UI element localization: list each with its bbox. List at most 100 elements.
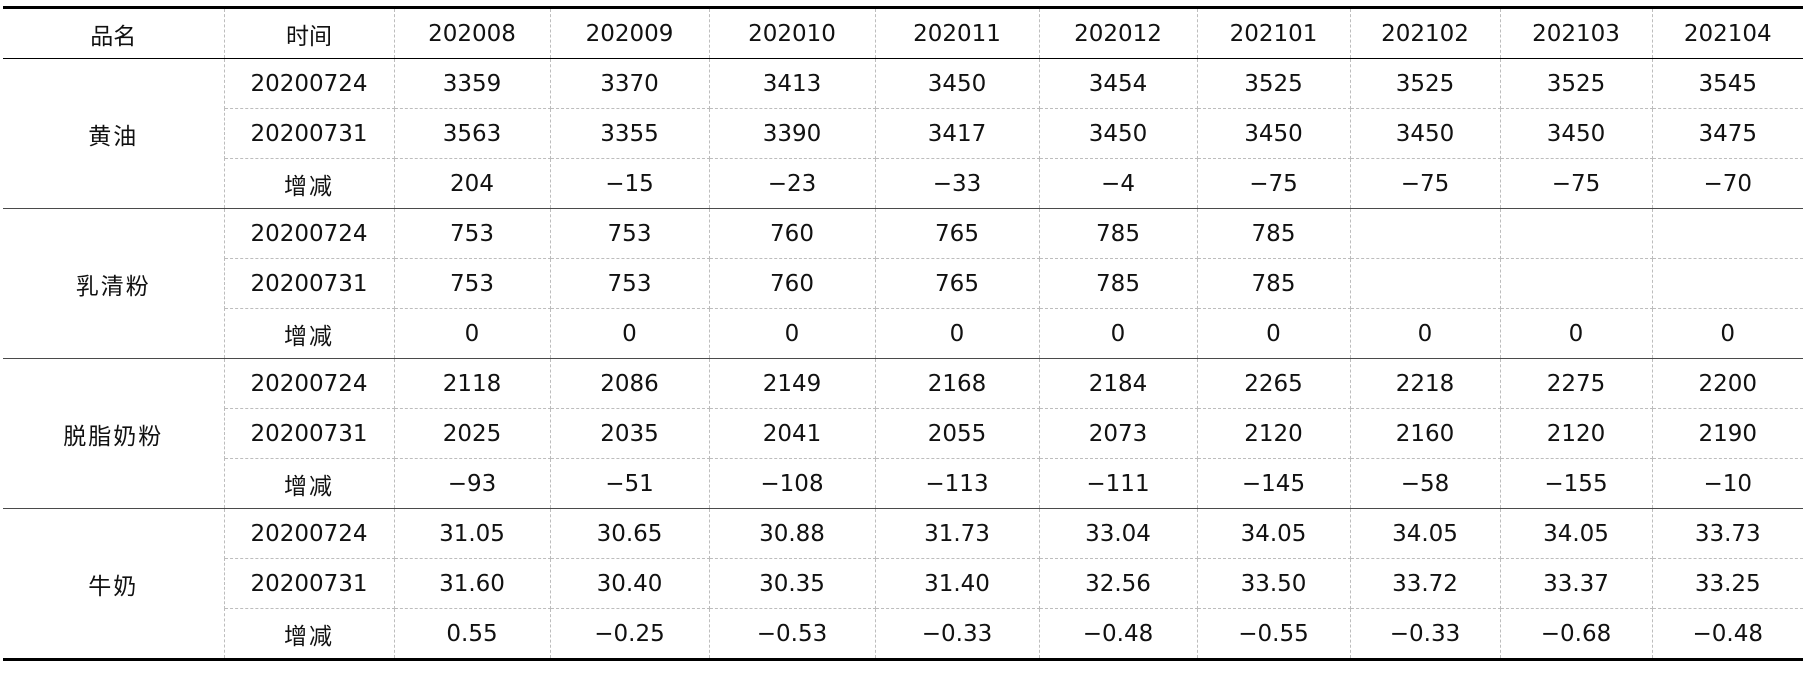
value-cell: 2086 <box>549 358 710 409</box>
change-label-cell: 增减 <box>224 308 395 359</box>
value-cell: 2041 <box>708 408 876 459</box>
value-cell: −23 <box>708 158 876 209</box>
value-cell: 2200 <box>1651 358 1803 409</box>
value-cell: 3525 <box>1349 58 1501 109</box>
value-cell: −0.33 <box>874 608 1040 660</box>
value-cell: −0.48 <box>1651 608 1803 660</box>
value-cell: 3450 <box>1499 108 1653 159</box>
value-cell: 2120 <box>1196 408 1351 459</box>
value-cell: −4 <box>1038 158 1198 209</box>
value-cell: 2035 <box>549 408 710 459</box>
value-cell: 3390 <box>708 108 876 159</box>
value-cell: 765 <box>874 208 1040 259</box>
value-cell <box>1651 208 1803 259</box>
date-label-cell: 20200731 <box>224 408 395 459</box>
value-cell: −113 <box>874 458 1040 509</box>
value-cell: 2184 <box>1038 358 1198 409</box>
value-cell: −93 <box>393 458 551 509</box>
value-cell: −75 <box>1349 158 1501 209</box>
value-cell: −58 <box>1349 458 1501 509</box>
value-cell: 3450 <box>1038 108 1198 159</box>
value-cell: −0.25 <box>549 608 710 660</box>
value-cell <box>1349 208 1501 259</box>
value-cell: 2190 <box>1651 408 1803 459</box>
value-cell: 3475 <box>1651 108 1803 159</box>
value-cell: 34.05 <box>1499 508 1653 559</box>
value-cell: 2025 <box>393 408 551 459</box>
value-cell: 753 <box>393 258 551 309</box>
value-cell: 2265 <box>1196 358 1351 409</box>
value-cell: 204 <box>393 158 551 209</box>
value-cell: 30.40 <box>549 558 710 609</box>
table-row: 增减 204 −15 −23 −33 −4 −75 −75 −75 −70 <box>3 158 1803 209</box>
value-cell: 0 <box>1651 308 1803 359</box>
value-cell: 33.50 <box>1196 558 1351 609</box>
value-cell: −111 <box>1038 458 1198 509</box>
value-cell: 32.56 <box>1038 558 1198 609</box>
product-name-cell: 黄油 <box>3 58 225 209</box>
table-row: 脱脂奶粉 20200724 2118 2086 2149 2168 2184 2265 2218… <box>3 358 1803 509</box>
value-cell: 33.37 <box>1499 558 1653 609</box>
value-cell: −0.68 <box>1499 608 1653 660</box>
value-cell: −145 <box>1196 458 1351 509</box>
value-cell: 3450 <box>1196 108 1351 159</box>
header-month: 202009 <box>549 7 710 59</box>
value-cell: 33.04 <box>1038 508 1198 559</box>
value-cell: 3370 <box>549 58 710 109</box>
change-label-cell: 增减 <box>224 458 395 509</box>
value-cell: 2073 <box>1038 408 1198 459</box>
date-label-cell: 20200731 <box>224 108 395 159</box>
value-cell: 785 <box>1196 208 1351 259</box>
table-row: 20200731 2025 2035 2041 2055 2073 2120 2160 2120… <box>3 408 1803 459</box>
value-cell: 765 <box>874 258 1040 309</box>
header-month: 202011 <box>874 7 1040 59</box>
value-cell: −10 <box>1651 458 1803 509</box>
header-month: 202101 <box>1196 7 1351 59</box>
value-cell: −70 <box>1651 158 1803 209</box>
value-cell: 3545 <box>1651 58 1803 109</box>
value-cell <box>1499 258 1653 309</box>
value-cell <box>1651 258 1803 309</box>
table-row: 增减 0.55 −0.25 −0.53 −0.33 −0.48 −0.55 −0.33 −0.6… <box>3 608 1803 660</box>
product-name-cell: 牛奶 <box>3 508 225 660</box>
value-cell: −155 <box>1499 458 1653 509</box>
header-month: 202010 <box>708 7 876 59</box>
value-cell: 3450 <box>874 58 1040 109</box>
value-cell: 785 <box>1038 258 1198 309</box>
value-cell: 31.73 <box>874 508 1040 559</box>
change-label-cell: 增减 <box>224 158 395 209</box>
value-cell: 31.40 <box>874 558 1040 609</box>
value-cell <box>1349 258 1501 309</box>
value-cell: −33 <box>874 158 1040 209</box>
value-cell: 2118 <box>393 358 551 409</box>
header-month: 202102 <box>1349 7 1501 59</box>
product-name-cell: 脱脂奶粉 <box>3 358 225 509</box>
value-cell: 33.73 <box>1651 508 1803 559</box>
value-cell: 2275 <box>1499 358 1653 409</box>
value-cell: 3454 <box>1038 58 1198 109</box>
value-cell: 785 <box>1038 208 1198 259</box>
price-change-table: 品名 时间 202008 202009 202010 202011 202012… <box>3 6 1803 661</box>
value-cell: −75 <box>1499 158 1653 209</box>
value-cell <box>1499 208 1653 259</box>
value-cell: 3525 <box>1499 58 1653 109</box>
header-row: 品名 时间 202008 202009 202010 202011 202012… <box>3 7 1803 59</box>
header-time: 时间 <box>223 7 395 59</box>
value-cell: 2218 <box>1349 358 1501 409</box>
header-month: 202103 <box>1499 7 1653 59</box>
value-cell: 3525 <box>1196 58 1351 109</box>
value-cell: 3413 <box>708 58 876 109</box>
value-cell: 2168 <box>874 358 1040 409</box>
change-label-cell: 增减 <box>224 608 395 660</box>
value-cell: 0.55 <box>393 608 551 660</box>
value-cell: −0.33 <box>1349 608 1501 660</box>
table-row: 20200731 3563 3355 3390 3417 3450 3450 3450 3450… <box>3 108 1803 159</box>
value-cell: 30.88 <box>708 508 876 559</box>
value-cell: 0 <box>1349 308 1501 359</box>
value-cell: 3450 <box>1349 108 1501 159</box>
value-cell: 0 <box>1038 308 1198 359</box>
value-cell: 0 <box>1196 308 1351 359</box>
value-cell: −15 <box>549 158 710 209</box>
value-cell: 0 <box>708 308 876 359</box>
